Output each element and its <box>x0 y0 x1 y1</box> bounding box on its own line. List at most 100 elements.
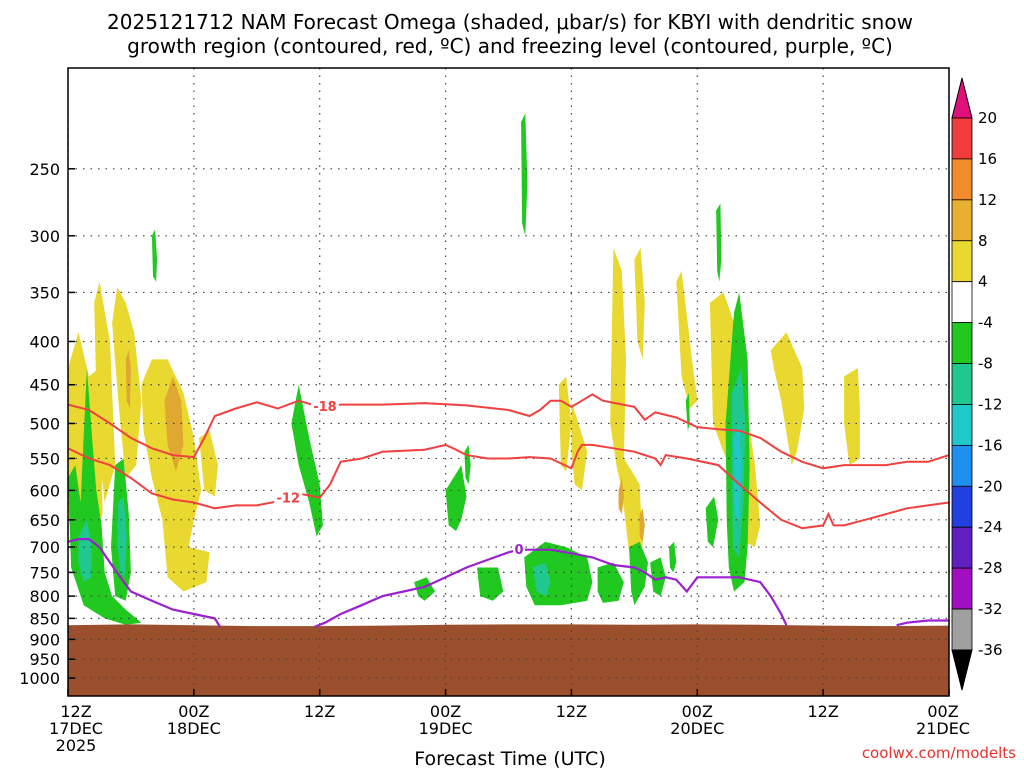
y-tick-label: 850 <box>29 609 60 628</box>
colorbar-label: 4 <box>978 273 988 291</box>
omega-region-negative <box>521 113 528 236</box>
y-tick-label: 550 <box>29 449 60 468</box>
omega-region-positive <box>770 332 805 466</box>
omega-region-positive <box>164 376 184 472</box>
omega-region-positive <box>676 270 698 409</box>
omega-region-negative <box>716 203 722 282</box>
x-tick-label: 17DEC <box>49 719 103 738</box>
x-tick-label: 20DEC <box>670 719 724 738</box>
x-tick-label: 12Z <box>304 702 335 721</box>
y-tick-label: 900 <box>29 630 60 649</box>
omega-region-negative <box>669 541 677 573</box>
omega-region-negative <box>291 384 323 537</box>
colorbar-swatch <box>951 240 973 283</box>
omega-region-positive <box>610 247 643 553</box>
omega-region-positive <box>571 400 588 491</box>
colorbar-swatch <box>951 158 973 201</box>
omega-region-positive <box>125 350 131 409</box>
contour-label-bg <box>310 398 339 413</box>
colorbar-label: -8 <box>978 355 993 373</box>
title-line-1: 2025121712 NAM Forecast Omega (shaded, μ… <box>107 10 913 34</box>
omega-region-negative <box>532 562 551 597</box>
omega-region-positive <box>844 368 860 466</box>
x-tick-label: 12Z <box>60 702 91 721</box>
y-axis-ticks: 250 300 350 400 450 500 550 600 650 700 750 800 850 9… <box>19 160 75 688</box>
colorbar-label: 16 <box>978 150 997 168</box>
colorbar-swatch <box>951 117 973 160</box>
x-tick-label: 12Z <box>556 702 587 721</box>
colorbar-label: -4 <box>978 314 993 332</box>
x-axis-title: Forecast Time (UTC) <box>414 748 605 768</box>
y-tick-label: 300 <box>29 227 60 246</box>
plot-area <box>68 68 949 696</box>
chart-title: 2025121712 NAM Forecast Omega (shaded, μ… <box>107 10 913 58</box>
omega-region-negative <box>685 392 690 431</box>
colorbar-swatch <box>951 281 973 324</box>
colorbar-swatch <box>951 526 973 569</box>
terrain-fill <box>68 624 949 696</box>
y-tick-label: 700 <box>29 538 60 557</box>
freezing-level-line <box>314 548 788 628</box>
y-tick-label: 250 <box>29 160 60 179</box>
dendritic-contour-label: -12 <box>277 492 301 507</box>
y-tick-label: 800 <box>29 587 60 606</box>
plot-frame <box>67 67 950 697</box>
omega-region-positive <box>141 359 210 592</box>
x-tick-label: 2025 <box>56 736 97 755</box>
omega-region-negative <box>734 423 742 520</box>
omega-region-negative <box>650 557 666 597</box>
colorbar-label: -24 <box>978 518 1003 536</box>
colorbar-swatch <box>951 199 973 242</box>
omega-region-positive <box>199 430 218 497</box>
omega-region-negative <box>151 229 158 282</box>
omega-region-positive <box>634 247 645 360</box>
colorbar-swatch <box>951 363 973 405</box>
omega-region-negative <box>629 541 648 606</box>
x-tick-label: 19DEC <box>419 719 473 738</box>
x-tick-label: 00Z <box>927 702 958 721</box>
omega-region-negative <box>597 562 624 603</box>
colorbar-swatch <box>951 567 973 610</box>
colorbar-label: -12 <box>978 395 1003 413</box>
colorbar: 20 16 12 8 4 -4 -8 -12 -16 -20 -24 -28 -32 -36 <box>951 77 1003 691</box>
colorbar-swatch <box>951 322 973 364</box>
credit-text: coolwx.com/modelts <box>862 744 1016 762</box>
colorbar-label: -20 <box>978 477 1003 495</box>
x-tick-label: 00Z <box>178 702 209 721</box>
y-tick-label: 600 <box>29 481 60 500</box>
colorbar-swatch <box>951 608 973 651</box>
colorbar-label: -16 <box>978 436 1003 454</box>
y-tick-label: 400 <box>29 332 60 351</box>
contours: -18 -12 0 <box>68 393 949 628</box>
dendritic-contour-line <box>68 393 949 470</box>
x-tick-label: 12Z <box>807 702 838 721</box>
omega-region-negative <box>78 519 93 583</box>
dendritic-contour-line <box>68 443 949 530</box>
colorbar-label: -32 <box>978 600 1003 618</box>
y-tick-label: 650 <box>29 511 60 530</box>
x-tick-label: 18DEC <box>167 719 221 738</box>
omega-region-positive <box>618 478 624 515</box>
y-tick-label: 1000 <box>19 669 60 688</box>
colorbar-swatch <box>951 404 973 446</box>
omega-region-negative <box>414 577 436 601</box>
omega-region-negative <box>445 465 467 531</box>
dendritic-contour-label: -18 <box>313 400 337 415</box>
omega-region-negative <box>705 496 719 548</box>
freezing-level-line <box>68 537 222 628</box>
colorbar-label: 12 <box>978 191 997 209</box>
title-line-2: growth region (contoured, red, ºC) and f… <box>127 34 893 58</box>
omega-region-negative <box>117 496 127 578</box>
contour-label-bg <box>274 489 303 504</box>
y-tick-label: 350 <box>29 283 60 302</box>
colorbar-label: 20 <box>978 109 997 127</box>
omega-region-negative <box>477 567 504 601</box>
freezing-level-label: 0 <box>514 543 523 558</box>
omega-shading <box>68 113 860 625</box>
colorbar-label: 8 <box>978 232 988 250</box>
colorbar-label: -28 <box>978 559 1003 577</box>
colorbar-swatch <box>951 485 973 528</box>
freezing-label-bg <box>512 541 525 556</box>
